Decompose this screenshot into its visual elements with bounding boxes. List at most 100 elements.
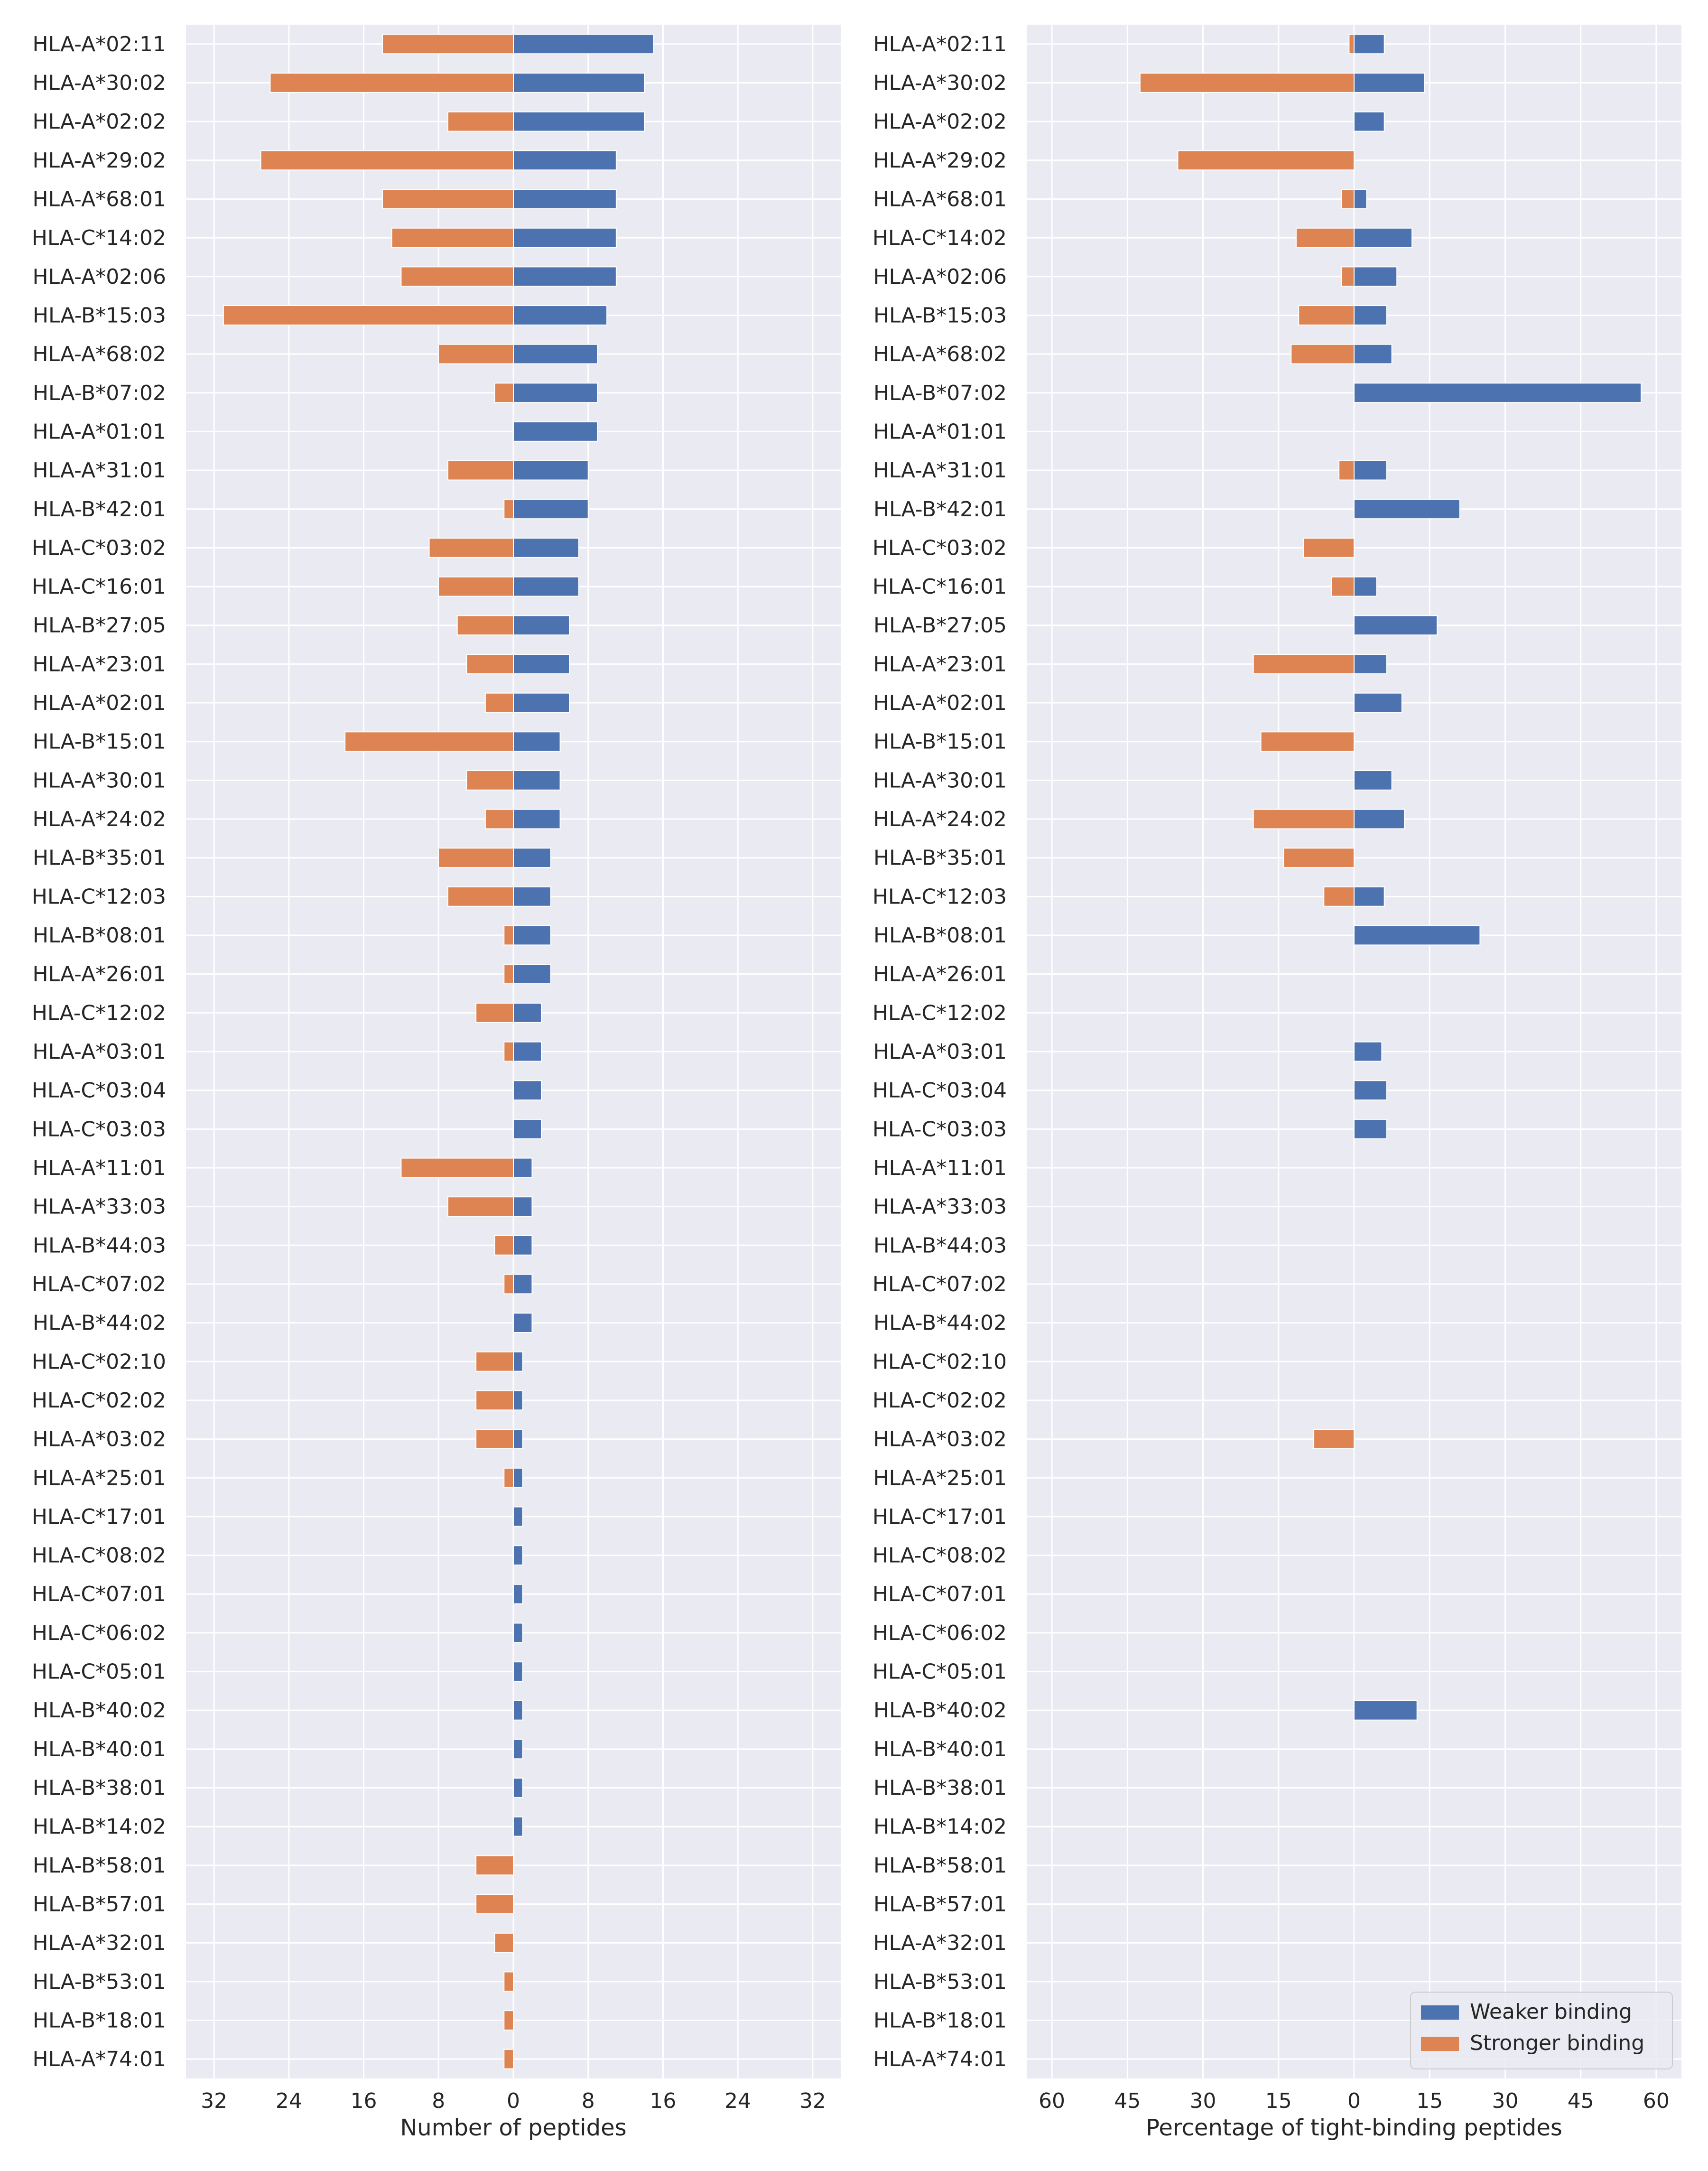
left-weaker-bar bbox=[513, 1196, 533, 1217]
right-stronger-bar bbox=[1253, 653, 1355, 674]
right-category-label: HLA-C*05:01 bbox=[873, 1660, 1007, 1684]
left-category-label: HLA-A*02:01 bbox=[32, 691, 166, 715]
left-stronger-bar bbox=[400, 1157, 514, 1178]
right-weaker-bar bbox=[1354, 460, 1387, 481]
left-weaker-bar bbox=[513, 150, 617, 171]
left-category-label: HLA-B*27:05 bbox=[33, 614, 166, 638]
left-x-axis-title: Number of peptides bbox=[400, 2115, 626, 2141]
left-weaker-bar bbox=[513, 382, 598, 403]
right-stronger-bar bbox=[1341, 266, 1355, 287]
right-category-label: HLA-B*38:01 bbox=[873, 1776, 1007, 1800]
right-category-label: HLA-A*03:02 bbox=[873, 1427, 1007, 1452]
right-weaker-bar bbox=[1354, 189, 1367, 209]
left-category-label: HLA-A*68:02 bbox=[32, 342, 166, 366]
left-weaker-bar bbox=[513, 1274, 533, 1295]
left-weaker-bar bbox=[513, 653, 570, 674]
left-stronger-bar bbox=[475, 1390, 514, 1411]
left-category-label: HLA-A*25:01 bbox=[32, 1466, 166, 1490]
right-weaker-bar bbox=[1354, 227, 1413, 248]
left-weaker-bar bbox=[513, 499, 589, 520]
left-x-tick-label: 24 bbox=[724, 2089, 751, 2113]
right-weaker-bar bbox=[1354, 34, 1385, 55]
right-weaker-bar bbox=[1354, 809, 1405, 829]
left-weaker-bar bbox=[513, 1739, 523, 1760]
left-category-label: HLA-B*58:01 bbox=[33, 1854, 166, 1878]
right-stronger-bar bbox=[1313, 1429, 1355, 1450]
left-weaker-bar bbox=[513, 1622, 523, 1643]
right-category-label: HLA-B*53:01 bbox=[873, 1970, 1007, 1994]
right-x-tick-label: 60 bbox=[1039, 2089, 1065, 2113]
left-weaker-bar bbox=[513, 925, 551, 946]
left-category-label: HLA-C*07:02 bbox=[32, 1272, 166, 1296]
left-x-tick-label: 24 bbox=[276, 2089, 302, 2113]
left-category-label: HLA-A*11:01 bbox=[32, 1156, 166, 1180]
left-weaker-bar bbox=[513, 615, 570, 636]
left-stronger-bar bbox=[503, 1971, 514, 1992]
left-weaker-bar bbox=[513, 266, 617, 287]
left-stronger-bar bbox=[447, 460, 514, 481]
legend-swatch bbox=[1421, 2005, 1459, 2020]
left-x-tick-label: 16 bbox=[650, 2089, 676, 2113]
left-weaker-bar bbox=[513, 692, 570, 713]
left-category-label: HLA-A*02:06 bbox=[32, 265, 166, 289]
right-x-tick-label: 45 bbox=[1114, 2089, 1141, 2113]
right-category-label: HLA-A*02:06 bbox=[873, 265, 1007, 289]
right-stronger-bar bbox=[1341, 189, 1355, 209]
right-weaker-bar bbox=[1354, 266, 1398, 287]
left-weaker-bar bbox=[513, 886, 551, 907]
right-category-label: HLA-C*07:01 bbox=[873, 1582, 1007, 1606]
right-x-tick-label: 30 bbox=[1492, 2089, 1518, 2113]
right-stronger-bar bbox=[1348, 34, 1355, 55]
left-category-label: HLA-A*23:01 bbox=[32, 652, 166, 676]
left-weaker-bar bbox=[513, 1816, 523, 1837]
left-category-label: HLA-B*15:03 bbox=[33, 303, 166, 327]
left-weaker-bar bbox=[513, 1235, 533, 1256]
right-category-label: HLA-B*40:02 bbox=[873, 1698, 1007, 1723]
left-weaker-bar bbox=[513, 34, 654, 55]
right-weaker-bar bbox=[1354, 344, 1392, 364]
left-weaker-bar bbox=[513, 964, 551, 985]
legend-box bbox=[1410, 1992, 1673, 2069]
left-stronger-bar bbox=[260, 150, 514, 171]
right-weaker-bar bbox=[1354, 886, 1385, 907]
left-weaker-bar bbox=[513, 1313, 533, 1333]
right-stronger-bar bbox=[1290, 344, 1355, 364]
legend-swatch bbox=[1421, 2037, 1459, 2051]
left-stronger-bar bbox=[475, 1894, 514, 1914]
left-weaker-bar bbox=[513, 227, 617, 248]
left-category-label: HLA-A*33:03 bbox=[32, 1195, 166, 1219]
right-weaker-bar bbox=[1354, 1080, 1387, 1101]
right-weaker-bar bbox=[1354, 305, 1387, 326]
left-stronger-bar bbox=[382, 34, 514, 55]
left-stronger-bar bbox=[503, 925, 514, 946]
left-category-label: HLA-B*38:01 bbox=[33, 1776, 166, 1800]
left-weaker-bar bbox=[513, 1080, 542, 1101]
left-x-tick-label: 16 bbox=[351, 2089, 377, 2113]
left-x-tick-label: 0 bbox=[507, 2089, 520, 2113]
right-category-label: HLA-A*01:01 bbox=[873, 419, 1007, 444]
right-x-tick-label: 0 bbox=[1347, 2089, 1361, 2113]
left-stronger-bar bbox=[494, 382, 514, 403]
left-category-label: HLA-C*17:01 bbox=[32, 1505, 166, 1529]
left-category-label: HLA-C*16:01 bbox=[32, 575, 166, 599]
left-stronger-bar bbox=[438, 848, 514, 868]
left-weaker-bar bbox=[513, 1661, 523, 1682]
left-category-label: HLA-B*18:01 bbox=[33, 2009, 166, 2033]
left-x-tick-label: 32 bbox=[201, 2089, 227, 2113]
left-stronger-bar bbox=[503, 964, 514, 985]
left-category-label: HLA-C*06:02 bbox=[32, 1621, 166, 1645]
left-category-label: HLA-B*57:01 bbox=[33, 1892, 166, 1917]
right-category-label: HLA-C*16:01 bbox=[873, 575, 1007, 599]
right-category-label: HLA-C*06:02 bbox=[873, 1621, 1007, 1645]
left-x-tick-label: 8 bbox=[582, 2089, 595, 2113]
left-category-label: HLA-C*03:02 bbox=[32, 536, 166, 560]
left-weaker-bar bbox=[513, 1002, 542, 1023]
left-weaker-bar bbox=[513, 460, 589, 481]
left-category-label: HLA-B*07:02 bbox=[33, 381, 166, 405]
left-category-label: HLA-A*30:01 bbox=[32, 768, 166, 792]
right-category-label: HLA-C*08:02 bbox=[873, 1544, 1007, 1568]
right-category-label: HLA-B*40:01 bbox=[873, 1737, 1007, 1761]
legend-label: Weaker binding bbox=[1470, 2000, 1632, 2024]
left-category-label: HLA-B*44:03 bbox=[33, 1233, 166, 1258]
left-stronger-bar bbox=[382, 189, 514, 209]
